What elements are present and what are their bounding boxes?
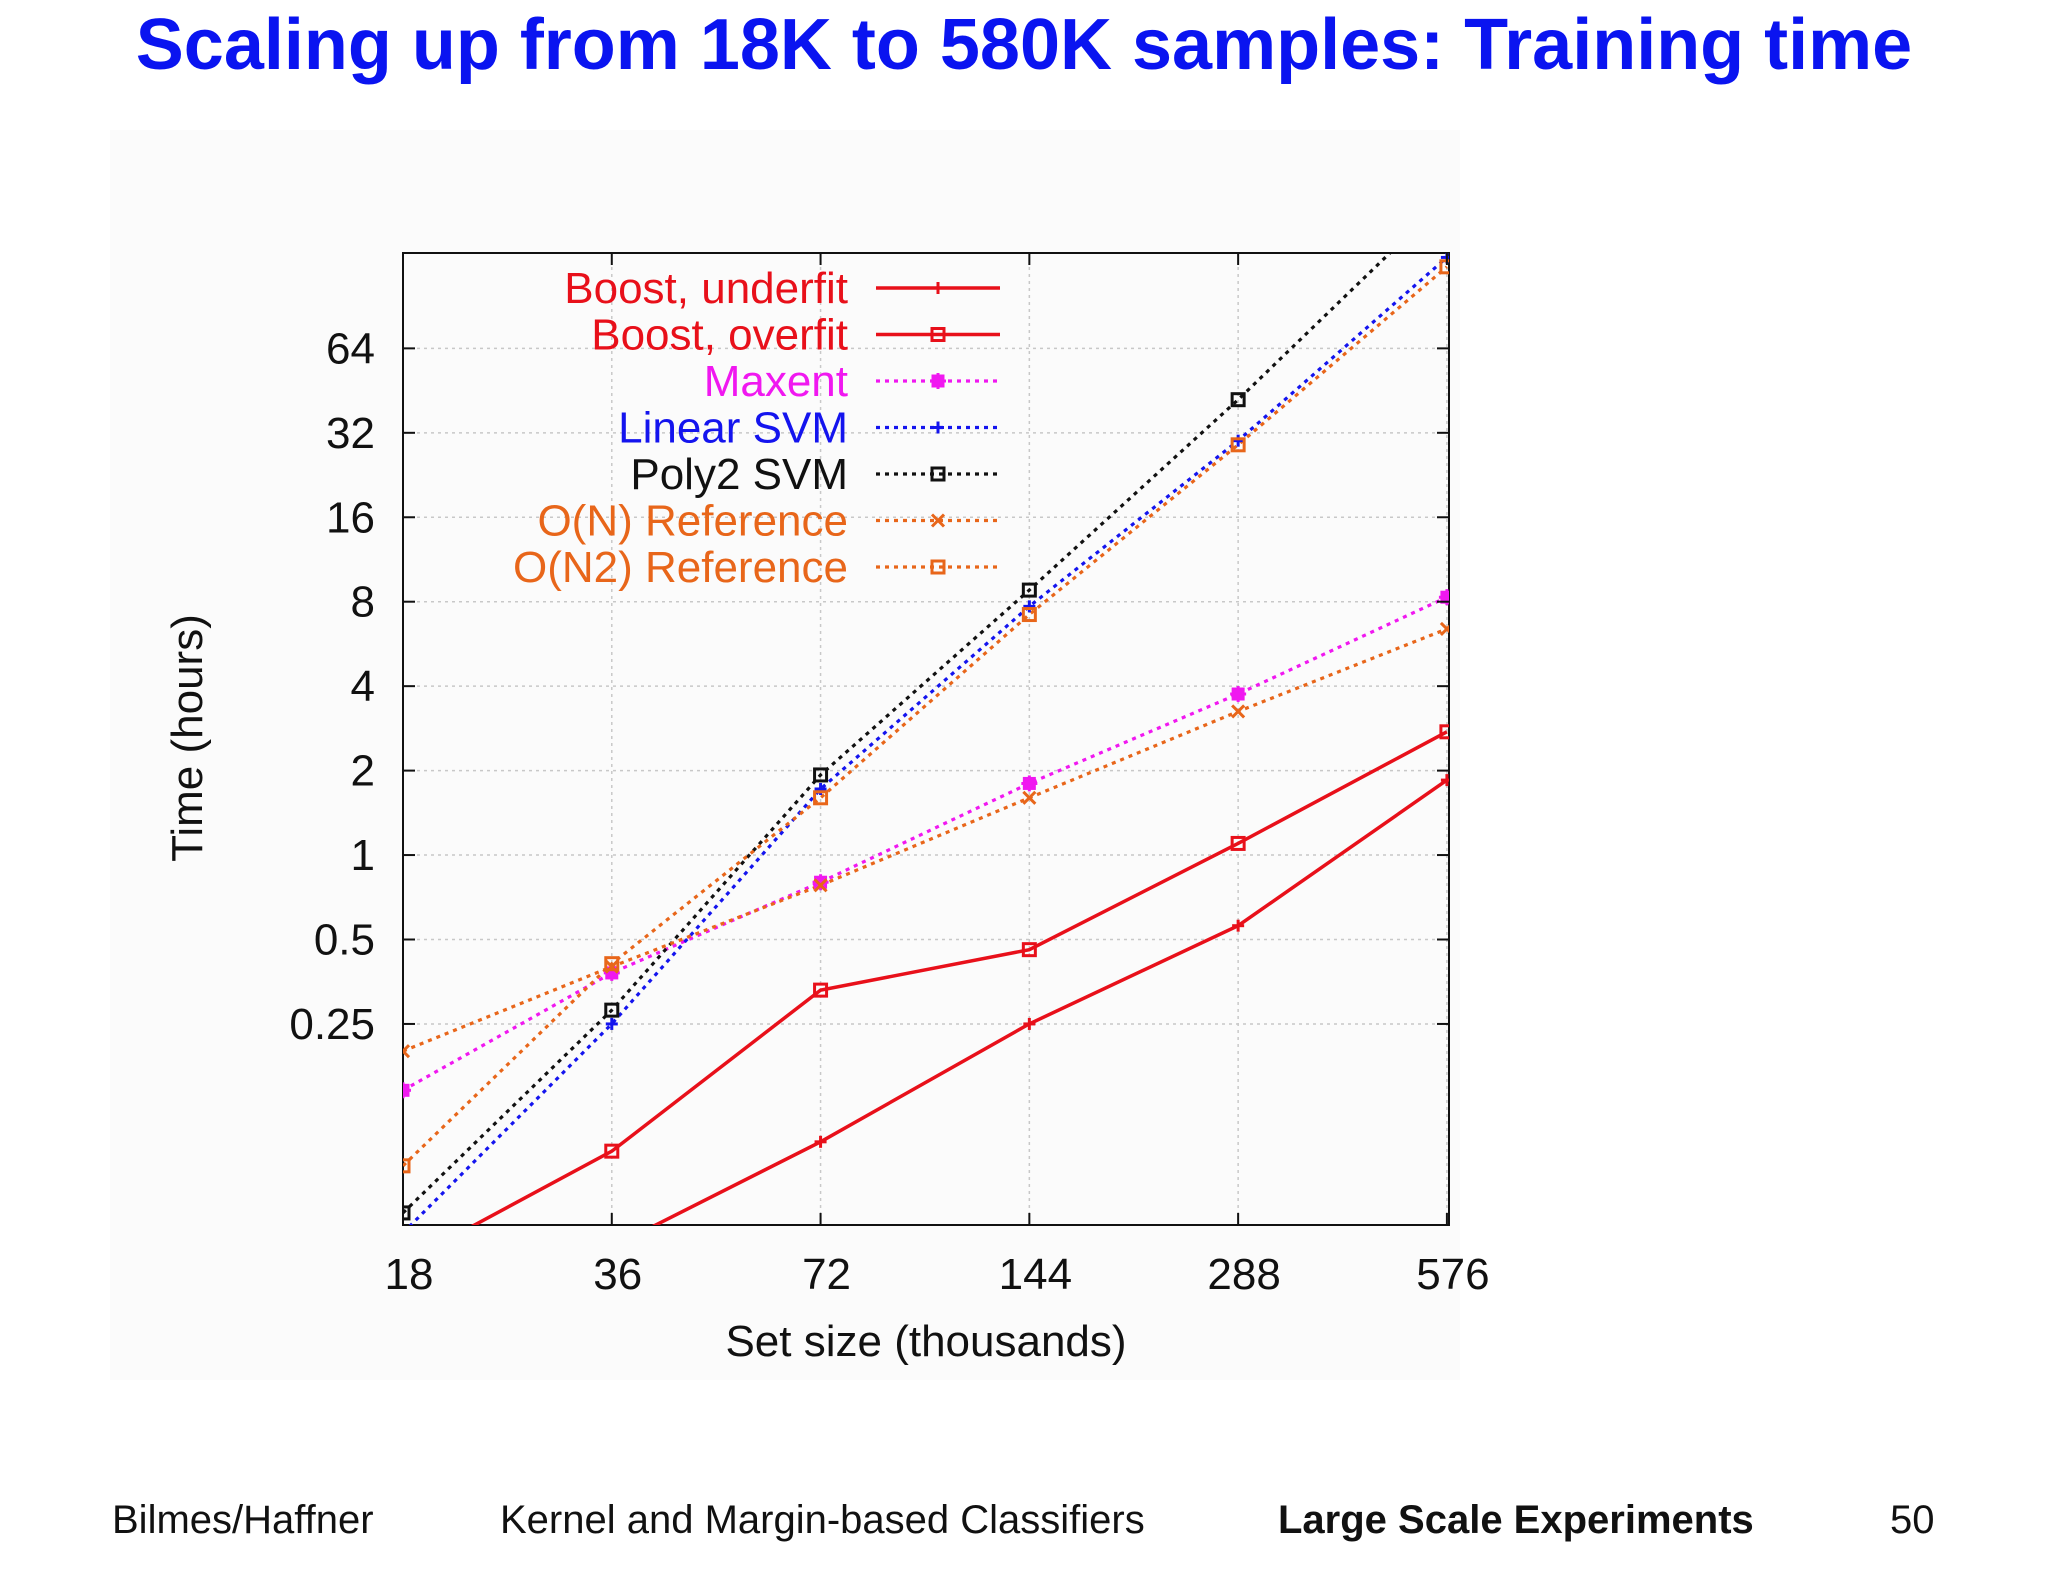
data-point-maxent [1021,775,1038,792]
data-point-o-n2-reference [403,1158,411,1174]
data-point-boost-overfit [1439,724,1449,740]
data-point-poly2-svm [813,767,829,783]
series-line-maxent [403,595,1448,1092]
y-tick-label: 4 [351,662,375,711]
footer-course: Kernel and Margin-based Classifiers [500,1498,1145,1542]
y-tick-label: 8 [351,578,375,627]
legend-marker-boost-underfit [932,282,944,294]
y-tick-label: 32 [326,409,375,458]
data-point-o-n2-reference [604,956,620,972]
footer-section: Large Scale Experiments [1278,1498,1754,1542]
legend-label-o-n-reference: O(N) Reference [537,497,848,546]
axis-ticks: 18 36 72 144 288 576 0.25 0.5 1 2 4 8 16 32 64 [289,253,1490,1299]
series-line-o-n2-reference [403,265,1448,1167]
data-point-o-n-reference [403,1044,411,1059]
x-tick-label: 36 [593,1250,642,1299]
y-tick-label: 0.5 [314,915,375,964]
x-tick-label: 144 [999,1250,1072,1299]
series-line-boost-underfit [651,778,1448,1225]
y-tick-label: 0.25 [289,1000,375,1049]
y-tick-label: 64 [326,324,375,373]
legend-marker-linear-svm [932,421,944,434]
legend-marker-o-n2-reference [930,559,946,575]
x-tick-label: 288 [1207,1250,1280,1299]
y-tick-label: 1 [351,831,375,880]
data-point-boost-underfit [814,1135,827,1148]
series-line-poly2-svm [403,253,1393,1215]
x-tick-label: 576 [1416,1250,1489,1299]
series-line-boost-overfit [470,730,1448,1225]
x-tick-label: 18 [385,1250,434,1299]
legend-marker-maxent [930,373,946,389]
series-lines [403,253,1448,1225]
series-line-o-n-reference [403,627,1448,1053]
data-point-o-n2-reference [1021,607,1037,623]
data-point-linear-svm [1232,434,1245,447]
footer-page-number: 50 [1890,1498,1935,1542]
data-point-o-n2-reference [1230,437,1246,453]
data-point-linear-svm [1023,600,1036,613]
x-axis-label: Set size (thousands) [725,1317,1126,1366]
legend-label-linear-svm: Linear SVM [618,404,848,453]
y-tick-label: 2 [351,747,375,796]
data-point-o-n-reference [1231,704,1246,719]
data-point-linear-svm [605,1017,618,1030]
data-point-boost-overfit [1021,942,1037,958]
data-point-boost-overfit [813,982,829,998]
data-point-o-n-reference [1022,790,1037,805]
data-point-boost-overfit [1230,835,1246,851]
legend-marker-boost-overfit [930,327,946,342]
data-point-o-n2-reference [813,790,829,806]
data-point-boost-underfit [1440,774,1449,787]
data-point-maxent [1230,686,1247,703]
data-point-o-n-reference [1439,621,1449,636]
legend-label-o-n2-reference: O(N2) Reference [513,543,848,592]
legend-label-poly2-svm: Poly2 SVM [630,450,848,499]
legend-marker-o-n-reference [930,513,946,528]
data-point-boost-overfit [604,1143,620,1159]
legend-label-maxent: Maxent [704,357,848,406]
chart-background [110,130,1460,1380]
legend-label-boost-overfit: Boost, overfit [591,311,848,360]
slide-title: Scaling up from 18K to 580K samples: Tra… [135,5,1913,85]
data-point-poly2-svm [403,1205,411,1221]
y-tick-label: 16 [326,493,375,542]
data-point-maxent [812,874,829,891]
data-point-boost-underfit [1232,919,1245,932]
data-point-boost-underfit [1023,1017,1036,1030]
series-markers [403,253,1449,1221]
data-point-maxent [403,1082,411,1099]
series-line-linear-svm [408,256,1448,1225]
x-tick-label: 72 [802,1250,851,1299]
data-point-o-n-reference [813,878,828,893]
data-point-poly2-svm [1230,392,1246,408]
legend-marker-poly2-svm [930,466,946,482]
data-point-poly2-svm [604,1002,620,1018]
legend-label-boost-underfit: Boost, underfit [564,264,848,313]
y-axis-label: Time (hours) [163,614,212,862]
footer-authors: Bilmes/Haffner [112,1498,374,1542]
data-point-poly2-svm [1021,582,1037,598]
